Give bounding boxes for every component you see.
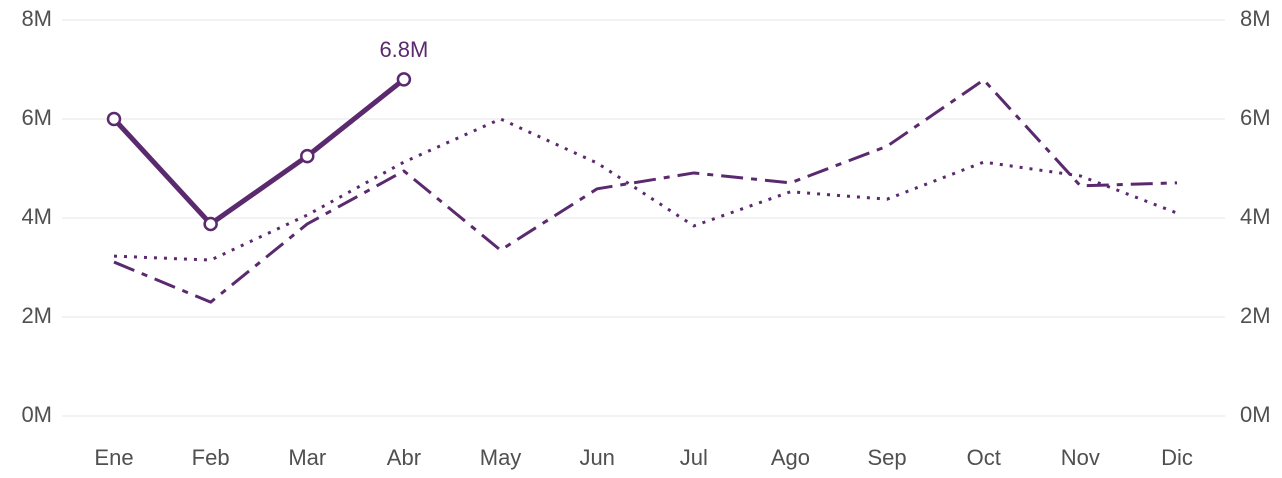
series-line — [113, 117, 1178, 262]
point-marker — [203, 216, 218, 232]
y2-tick-label: 0M — [1240, 402, 1271, 427]
data-label: 6.8M — [379, 37, 428, 62]
y-tick-label: 8M — [21, 6, 52, 31]
point-marker — [396, 72, 412, 87]
series-line — [113, 78, 1178, 304]
x-tick-label: May — [480, 445, 522, 470]
y-tick-label: 2M — [21, 303, 52, 328]
x-tick-label: Sep — [868, 445, 907, 470]
x-tick-label: Jul — [680, 445, 708, 470]
x-tick-label: Oct — [967, 445, 1001, 470]
y2-tick-label: 4M — [1240, 204, 1271, 229]
x-tick-label: Mar — [288, 445, 326, 470]
y2-tick-label: 2M — [1240, 303, 1271, 328]
y-tick-label: 4M — [21, 204, 52, 229]
y2-tick-label: 6M — [1240, 105, 1271, 130]
y2-tick-label: 8M — [1240, 6, 1271, 31]
series-line — [112, 77, 406, 227]
x-tick-label: Nov — [1061, 445, 1100, 470]
x-tick-label: Ene — [94, 445, 133, 470]
x-tick-label: Abr — [387, 445, 421, 470]
x-tick-label: Jun — [579, 445, 614, 470]
point-marker — [106, 111, 122, 127]
x-tick-label: Dic — [1161, 445, 1193, 470]
y-tick-label: 6M — [21, 105, 52, 130]
y-tick-label: 0M — [21, 402, 52, 427]
x-tick-label: Feb — [192, 445, 230, 470]
x-tick-label: Ago — [771, 445, 810, 470]
point-marker — [300, 148, 315, 164]
